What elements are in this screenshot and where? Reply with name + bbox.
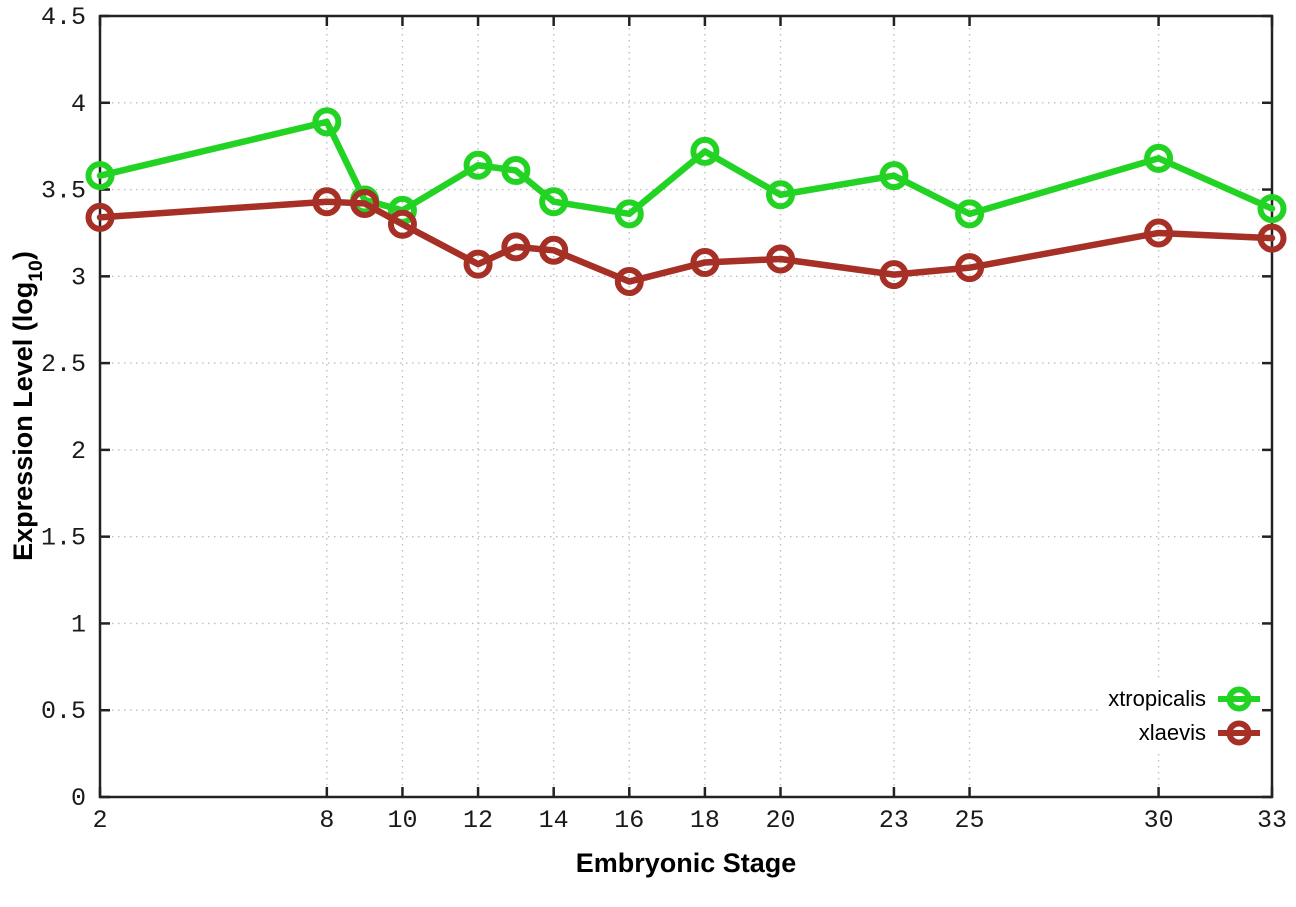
tick-labels: 0 0.5 1 1.5 2 2.5 3 3.5 4 4.5 2 8 10 12 14 16 18 20 23 25 30… <box>41 3 1287 835</box>
x-tick-label: 12 <box>463 806 493 835</box>
data-point-xlaevis <box>614 267 644 297</box>
data-point-xtropicalis <box>463 150 493 180</box>
x-tick-label: 16 <box>614 806 644 835</box>
y-axis-label-subscript: 10 <box>24 260 47 282</box>
x-axis-label: Embryonic Stage <box>575 848 797 878</box>
y-tick-label: 4 <box>71 90 86 119</box>
data-point-xtropicalis <box>539 187 569 217</box>
data-point-xlaevis <box>463 249 493 279</box>
data-point-xlaevis <box>766 244 796 274</box>
x-tick-label: 20 <box>766 806 796 835</box>
data-point-xlaevis <box>387 209 417 239</box>
y-tick-label: 1.5 <box>41 524 86 553</box>
x-tick-label: 14 <box>539 806 569 835</box>
x-tick-label: 2 <box>92 806 107 835</box>
legend-point-sample <box>1226 686 1252 712</box>
data-point-xtropicalis <box>1144 143 1174 173</box>
data-point-xtropicalis <box>1257 194 1287 224</box>
data-point-xtropicalis <box>955 199 985 229</box>
plot-border <box>98 14 1274 799</box>
y-tick-label: 1 <box>71 610 86 639</box>
y-tick-label: 2 <box>71 437 86 466</box>
y-tick-label: 0 <box>71 784 86 813</box>
y-tick-label: 3 <box>71 263 86 292</box>
axes <box>98 14 1274 799</box>
x-tick-label: 10 <box>387 806 417 835</box>
x-tick-label: 25 <box>955 806 985 835</box>
series-xtropicalis <box>85 107 1287 229</box>
data-point-xlaevis <box>1144 218 1174 248</box>
y-axis-label-close: ) <box>7 251 38 261</box>
y-tick-label: 2.5 <box>41 350 86 379</box>
legend-marker-xtropicalis <box>1218 686 1260 712</box>
legend-point-sample <box>1226 720 1252 746</box>
data-point-xtropicalis <box>879 161 909 191</box>
data-point-xlaevis <box>879 260 909 290</box>
x-tick-label: 23 <box>879 806 909 835</box>
series-line-xlaevis <box>96 198 1276 285</box>
legend-entry-xtropicalis: xtropicalis <box>1108 682 1262 716</box>
data-point-xtropicalis <box>690 136 720 166</box>
legend-label-xlaevis: xlaevis <box>1138 720 1206 745</box>
series-line-xtropicalis <box>96 118 1276 218</box>
y-axis-label-text: Expression Level (log <box>7 281 38 561</box>
data-point-xtropicalis <box>766 180 796 210</box>
series-xlaevis <box>85 187 1287 297</box>
data-point-xlaevis <box>955 253 985 283</box>
legend-entry-xlaevis: xlaevis <box>1139 716 1262 750</box>
data-point-xtropicalis <box>312 107 342 137</box>
y-tick-label: 4.5 <box>41 3 86 32</box>
y-tick-label: 0.5 <box>41 697 86 726</box>
data-point-xlaevis <box>350 188 380 218</box>
data-point-xlaevis <box>539 235 569 265</box>
x-tick-label: 30 <box>1144 806 1174 835</box>
data-point-xlaevis <box>85 202 115 232</box>
x-tick-label: 8 <box>319 806 334 835</box>
y-tick-label: 3.5 <box>41 177 86 206</box>
data-point-xlaevis <box>312 187 342 217</box>
data-point-xtropicalis <box>85 161 115 191</box>
gridlines <box>100 16 1272 797</box>
y-axis-label: Expression Level (log10) <box>7 251 47 561</box>
data-point-xlaevis <box>501 232 531 262</box>
data-point-xlaevis <box>1257 223 1287 253</box>
x-tick-label: 33 <box>1257 806 1287 835</box>
legend: xtropicalis xlaevis <box>1102 682 1262 750</box>
legend-label-xtropicalis: xtropicalis <box>1108 686 1206 711</box>
x-tick-label: 18 <box>690 806 720 835</box>
data-point-xtropicalis <box>501 155 531 185</box>
data-point-xtropicalis <box>614 199 644 229</box>
data-point-xlaevis <box>690 247 720 277</box>
legend-marker-xlaevis <box>1218 720 1260 746</box>
